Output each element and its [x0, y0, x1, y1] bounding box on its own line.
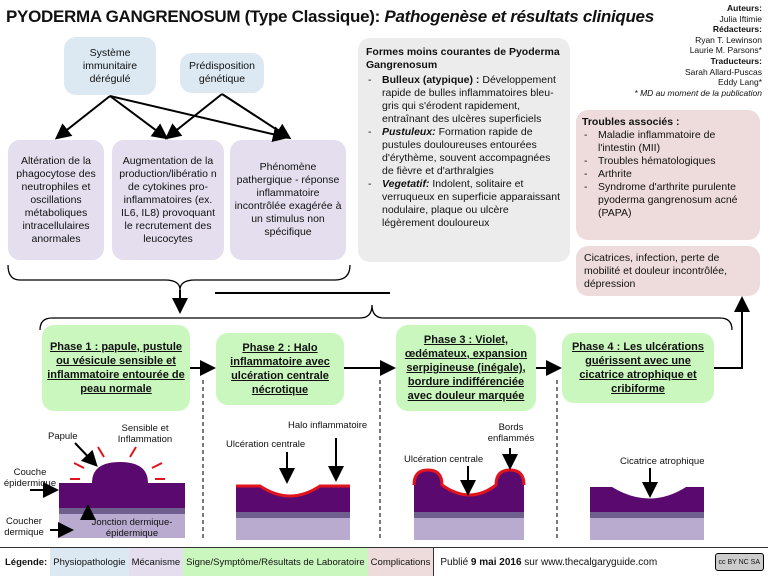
phase-2: Phase 2 : Halo inflammatoire avec ulcéra… — [216, 333, 344, 405]
skin-phase-1 — [30, 442, 185, 538]
mechanism-cytokines: Augmentation de la production/libératio … — [112, 140, 224, 260]
translator: Sarah Allard-Puscas — [684, 66, 762, 77]
page-title: PYODERMA GANGRENOSUM (Type Classique): P… — [6, 7, 654, 27]
skin-phase-2 — [236, 438, 350, 540]
associated-item: Arthrite — [582, 168, 754, 181]
mechanism-pathergy: Phénomène pathergique - réponse inflamma… — [230, 140, 346, 260]
legend-sign: Signe/Symptôme/Résultats de Laboratoire — [183, 548, 368, 576]
skin-phase-3 — [412, 448, 526, 540]
mechanism-phagocytosis: Altération de la phagocytose des neutrop… — [8, 140, 104, 260]
translators-label: Traducteurs: — [710, 55, 763, 66]
variants-box: Formes moins courantes de Pyoderma Gangr… — [358, 38, 570, 262]
variants-title: Formes moins courantes de Pyoderma Gangr… — [366, 46, 560, 71]
arrows — [54, 93, 750, 376]
associated-item: Maladie inflammatoire de l'intestin (MII… — [582, 129, 754, 155]
published: Publié 9 mai 2016 sur www.thecalgaryguid… — [433, 548, 660, 576]
legend-physio: Physiopathologie — [50, 548, 129, 576]
authors-label: Auteurs: — [727, 3, 762, 13]
legend-complications: Complications — [367, 548, 434, 576]
associated-item: Syndrome d'arthrite purulente pyoderma g… — [582, 181, 754, 220]
complications-box: Cicatrices, infection, perte de mobilité… — [576, 246, 760, 296]
label-jonction: Jonction dermique-épidermique — [91, 517, 173, 539]
credits-note: * MD au moment de la publication — [634, 87, 762, 98]
associated-title: Troubles associés : — [582, 116, 680, 128]
braces — [7, 264, 733, 331]
phase-1: Phase 1 : papule, pustule ou vésicule se… — [42, 325, 190, 411]
editor: Ryan T. Lewinson — [695, 34, 762, 45]
phase-4: Phase 4 : Les ulcérations guérissent ave… — [562, 333, 714, 403]
genetic-box: Prédisposition génétique — [180, 53, 264, 93]
cc-license-icon: cc BY NC SA — [714, 553, 764, 571]
label-couche-dermique: Coucher dermique — [4, 516, 44, 538]
associated-box: Troubles associés : Maladie inflammatoir… — [576, 110, 760, 240]
associated-item: Troubles hématologiques — [582, 155, 754, 168]
credits: Auteurs: Julia Iftimie Rédacteurs: Ryan … — [634, 3, 762, 98]
label-ulceration-2: Ulcération centrale — [226, 439, 306, 450]
legend-mechanism: Mécanisme — [128, 548, 184, 576]
immune-box: Système immunitaire dérégulé — [64, 37, 156, 95]
author: Julia Iftimie — [719, 13, 762, 24]
editors-label: Rédacteurs: — [712, 24, 762, 35]
title-main: PYODERMA GANGRENOSUM (Type Classique): — [6, 7, 385, 26]
label-sensible: Sensible et Inflammation — [117, 423, 173, 445]
editor: Laurie M. Parsons* — [689, 45, 762, 56]
phase-dividers — [202, 380, 558, 540]
variant-item: Vegetatif: Indolent, solitaire et verruq… — [366, 178, 562, 230]
phase-3: Phase 3 : Violet, œdémateux, expansion s… — [396, 325, 536, 411]
variant-item: Bulleux (atypique) : Développement rapid… — [366, 74, 562, 126]
label-halo: Halo inflammatoire — [288, 420, 368, 431]
variant-item: Pustuleux: Formation rapide de pustules … — [366, 126, 562, 178]
skin-phase-4 — [590, 468, 704, 540]
label-papule: Papule — [48, 431, 78, 442]
legend-label: Légende: — [5, 556, 48, 568]
translator: Eddy Lang* — [718, 77, 762, 88]
label-ulceration-3: Ulcération centrale — [404, 454, 484, 465]
label-bords: Bords enflammés — [487, 422, 535, 444]
label-cicatrice: Cicatrice atrophique — [620, 456, 705, 467]
label-couche-epidermique: Couche épidermique — [3, 467, 57, 489]
legend: Légende: Physiopathologie Mécanisme Sign… — [0, 547, 768, 576]
title-italic: Pathogenèse et résultats cliniques — [384, 7, 654, 26]
